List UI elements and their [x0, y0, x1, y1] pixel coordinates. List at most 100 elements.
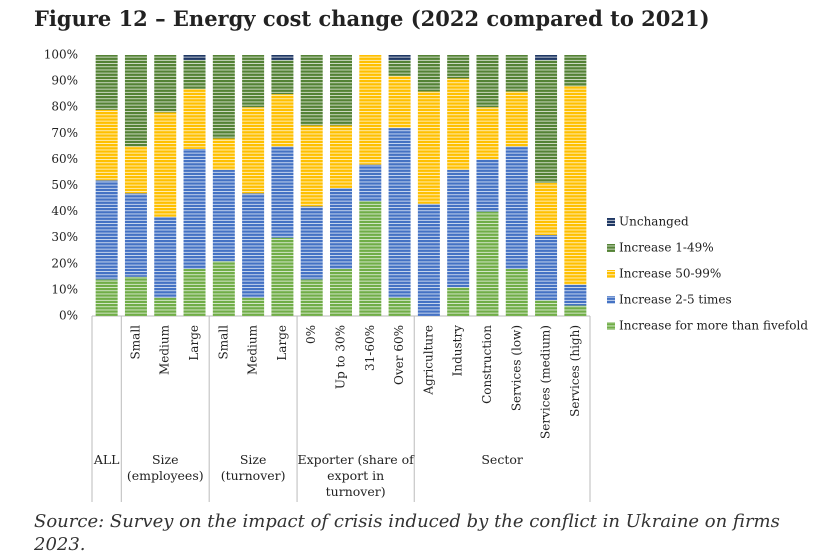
y-tick-label: 70%	[51, 126, 78, 140]
legend-swatch	[607, 296, 615, 304]
bar-segment	[271, 146, 294, 238]
bar-segment	[447, 287, 470, 316]
bar-segment	[95, 109, 118, 181]
bar-segment	[183, 55, 206, 61]
bar-segment	[183, 88, 206, 149]
bar-segment	[476, 55, 499, 108]
bar-segment	[476, 107, 499, 160]
legend-swatch	[607, 322, 615, 330]
x-tick-label: Up to 30%	[334, 325, 348, 389]
bar-segment	[212, 261, 235, 316]
group-label: Exporter (share of export in turnover)	[297, 452, 414, 499]
bar-segment	[95, 55, 118, 110]
bar-segment	[535, 55, 558, 61]
x-tick-label: Services (high)	[568, 325, 582, 417]
bar-segment	[535, 235, 558, 301]
bar-segment	[476, 211, 499, 316]
x-tick-label: Medium	[158, 324, 172, 375]
bar-segment	[154, 112, 177, 217]
group-label: Sector	[481, 452, 523, 467]
legend-swatch	[607, 270, 615, 278]
y-tick-label: 80%	[51, 100, 78, 114]
x-tick-label: Medium	[246, 324, 260, 375]
y-tick-label: 20%	[51, 256, 78, 270]
bar-segment	[476, 159, 499, 212]
y-tick-label: 100%	[44, 48, 78, 62]
chart-title: Figure 12 – Energy cost change (2022 com…	[34, 6, 710, 31]
bar-segment	[564, 305, 587, 316]
x-tick-label: Services (medium)	[539, 325, 553, 439]
x-tick-label: Large	[275, 325, 289, 361]
x-tick-label: Services (low)	[509, 325, 523, 411]
group-label: Size (employees)	[126, 452, 204, 483]
y-tick-label: 10%	[51, 282, 78, 296]
legend-label: Increase 1-49%	[619, 241, 714, 255]
y-tick-label: 30%	[51, 230, 78, 244]
bar-segment	[535, 300, 558, 316]
x-tick-label: Construction	[480, 325, 494, 404]
legend-label: Increase for more than fivefold	[619, 319, 808, 333]
y-tick-label: 90%	[51, 74, 78, 88]
bar-segment	[300, 206, 323, 280]
bar-segment	[183, 60, 206, 89]
legend-swatch	[607, 244, 615, 252]
bar-segment	[183, 269, 206, 316]
bar-segment	[212, 55, 235, 139]
bar-segment	[154, 216, 177, 298]
bar-segment	[447, 169, 470, 288]
bar-segment	[124, 55, 147, 147]
bar-segment	[212, 138, 235, 170]
bar-segment	[535, 60, 558, 183]
bar-segment	[564, 284, 587, 306]
bar-segment	[505, 55, 528, 92]
bar-segment	[388, 60, 411, 76]
bar-segment	[535, 182, 558, 236]
bar-segment	[271, 55, 294, 61]
y-tick-label: 60%	[51, 152, 78, 166]
bar-segment	[330, 55, 352, 126]
bar-segment	[359, 164, 382, 202]
y-tick-label: 50%	[51, 178, 78, 192]
bar-segment	[183, 148, 206, 270]
bar-segment	[242, 193, 265, 298]
bar-segment	[505, 91, 528, 147]
y-tick-label: 40%	[51, 204, 78, 218]
x-tick-label: Agriculture	[421, 325, 435, 396]
bar-segment	[300, 279, 323, 316]
bar-segment	[124, 276, 147, 316]
x-tick-label: 0%	[304, 325, 318, 344]
bar-segment	[95, 180, 118, 280]
bar-segment	[271, 60, 294, 95]
bar-segment	[242, 55, 265, 108]
x-tick-label: Industry	[451, 325, 465, 377]
group-label: ALL	[93, 452, 120, 467]
bar-segment	[388, 55, 411, 61]
bar-segment	[154, 297, 177, 316]
bar-segment	[388, 128, 411, 298]
bar-segment	[417, 203, 440, 316]
bar-segment	[505, 146, 528, 270]
x-tick-label: Over 60%	[392, 325, 406, 385]
bar-segment	[212, 169, 235, 262]
bar-segment	[388, 75, 411, 129]
bar-segment	[300, 125, 323, 207]
y-tick-label: 0%	[59, 309, 78, 323]
bar-segment	[242, 297, 265, 316]
bar-segment	[388, 297, 411, 316]
bar-segment	[242, 107, 265, 194]
bar-segment	[154, 55, 177, 113]
x-tick-label: 31-60%	[363, 325, 377, 371]
source-note: Source: Survey on the impact of crisis i…	[34, 511, 780, 555]
x-tick-label: Small	[216, 325, 230, 360]
bar-segment	[330, 125, 352, 189]
bar-segment	[564, 55, 587, 87]
bar-segment	[330, 269, 352, 316]
chart: 0% 10% 20% 30% 40% 50% 60% 70% 80% 90% 100% Small Me…	[44, 48, 808, 502]
group-label: Size (turnover)	[220, 452, 286, 483]
legend-label: Increase 2-5 times	[619, 293, 732, 307]
bar-segment	[417, 55, 440, 92]
legend-label: Increase 50-99%	[619, 267, 721, 281]
bar-segment	[359, 201, 382, 316]
legend-label: Unchanged	[619, 215, 689, 229]
